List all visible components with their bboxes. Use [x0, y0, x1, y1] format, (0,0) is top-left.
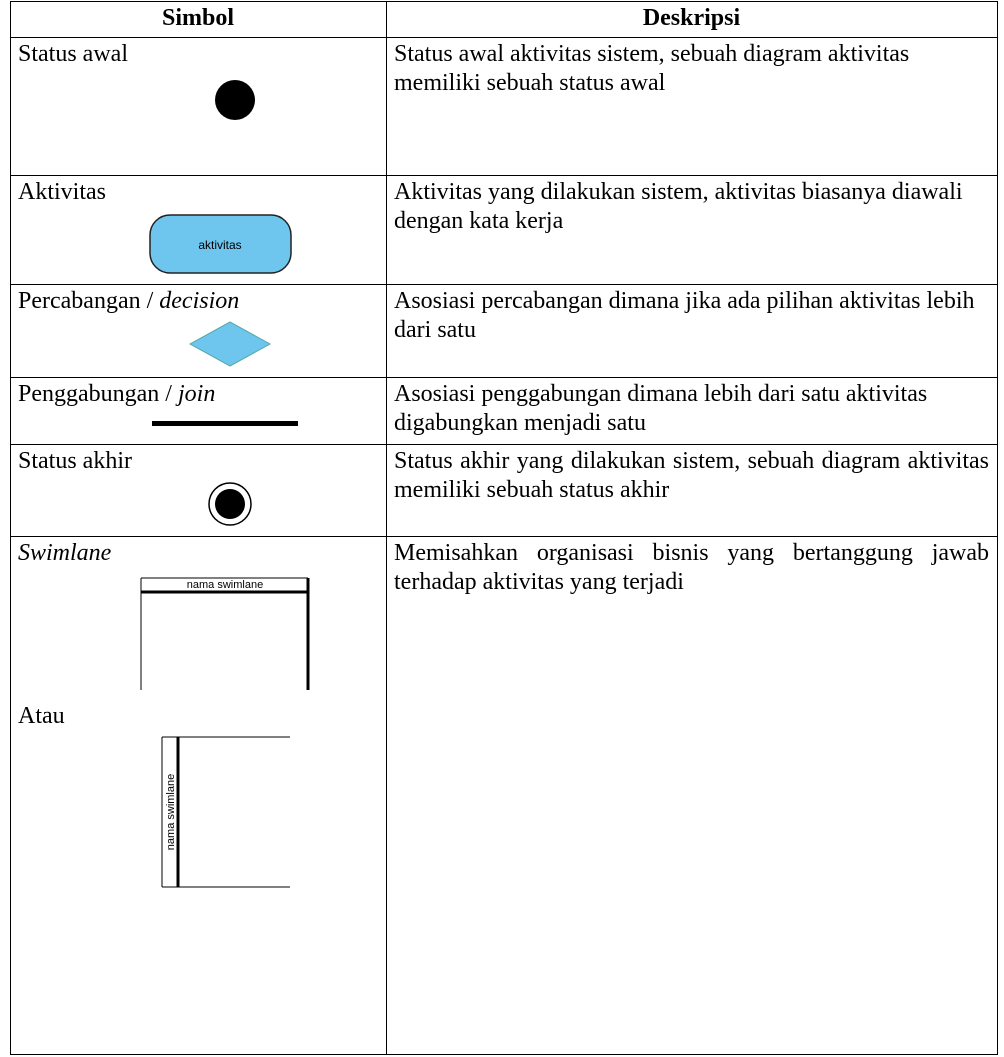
row: Aktivitas aktivitas Aktivitas yang dilak… [10, 175, 998, 285]
symbol-cell: Swimlane nama swimlane Atau nama swimlan… [10, 536, 387, 1055]
symbol-name-italic: decision [159, 288, 240, 314]
row: Penggabungan / join Asosiasi penggabunga… [10, 377, 998, 445]
symbol-name-italic: join [177, 381, 216, 407]
swimlane-vertical-icon: nama swimlane [161, 736, 290, 888]
description-cell: Aktivitas yang dilakukan sistem, aktivit… [386, 175, 998, 285]
row: Status awal Status awal aktivitas sistem… [10, 37, 998, 176]
symbol-cell: Aktivitas aktivitas [10, 175, 387, 285]
shape-label: nama swimlane [187, 579, 263, 591]
symbol-name: Percabangan / [18, 288, 160, 314]
row: Percabangan / decision Asosiasi percaban… [10, 284, 998, 378]
initial-state-icon [215, 80, 255, 120]
description-cell: Asosiasi penggabungan dimana lebih dari … [386, 377, 998, 445]
symbol-table: Simbol Deskripsi Status awal Status awal… [10, 1, 998, 1055]
decision-icon [188, 321, 272, 367]
shape-label: aktivitas [198, 238, 241, 252]
symbol-cell: Status akhir [10, 444, 387, 537]
description-cell: Asosiasi percabangan dimana jika ada pil… [386, 284, 998, 378]
swimlane-icon: nama swimlane [140, 577, 310, 690]
description-cell: Status akhir yang dilakukan sistem, sebu… [386, 444, 998, 537]
symbol-name: Swimlane [18, 540, 112, 566]
symbol-cell: Status awal [10, 37, 387, 176]
description-cell: Status awal aktivitas sistem, sebuah dia… [386, 37, 998, 176]
row: Status akhir Status akhir yang dilakukan… [10, 444, 998, 537]
header-cell: Simbol [10, 1, 387, 38]
symbol-name: Status akhir [18, 448, 132, 474]
shape-label: nama swimlane [165, 774, 177, 850]
final-state-icon [208, 482, 252, 526]
row: Swimlane nama swimlane Atau nama swimlan… [10, 536, 998, 1055]
activity-icon: aktivitas [149, 214, 292, 274]
header-row: Simbol Deskripsi [10, 1, 998, 38]
alt-text: Atau [18, 703, 65, 729]
header-cell: Deskripsi [386, 1, 998, 38]
symbol-name: Aktivitas [18, 179, 106, 205]
description-cell: Memisahkan organisasi bisnis yang bertan… [386, 536, 998, 1055]
symbol-name: Penggabungan / [18, 381, 178, 407]
join-icon [152, 421, 298, 426]
symbol-cell: Penggabungan / join [10, 377, 387, 445]
symbol-name: Status awal [18, 41, 128, 67]
symbol-cell: Percabangan / decision [10, 284, 387, 378]
